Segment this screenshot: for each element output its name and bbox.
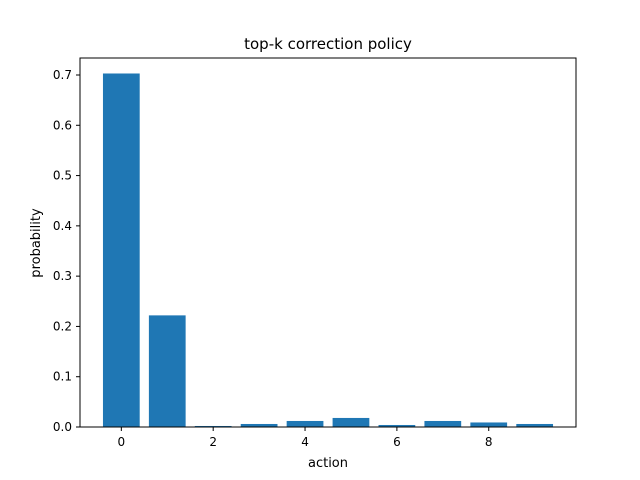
y-axis-label: probability [29, 208, 44, 278]
y-tick-label: 0.7 [53, 68, 72, 82]
x-axis-ticks: 0 2 4 6 8 [118, 427, 493, 449]
bar-action-1 [148, 315, 186, 427]
bar-action-0 [102, 73, 140, 428]
y-tick-label: 0.6 [53, 118, 72, 132]
bar-action-3 [240, 423, 278, 427]
x-tick-label: 8 [485, 435, 493, 449]
y-axis-ticks: 0.0 0.1 0.2 0.3 0.4 0.5 0.6 0.7 [53, 68, 80, 434]
chart-title: top-k correction policy [244, 35, 412, 53]
x-tick-label: 2 [209, 435, 217, 449]
axes-frame [79, 57, 577, 428]
bar-action-2 [194, 425, 232, 427]
bar-action-6 [378, 424, 416, 427]
y-tick-label: 0.1 [53, 370, 72, 384]
bar-action-9 [516, 423, 554, 427]
bars-group [102, 73, 554, 428]
y-tick-label: 0.3 [53, 269, 72, 283]
y-tick-label: 0.0 [53, 420, 72, 434]
bar-action-4 [286, 420, 324, 427]
bar-action-7 [424, 420, 462, 427]
x-tick-label: 0 [118, 435, 126, 449]
x-tick-label: 6 [393, 435, 401, 449]
x-tick-label: 4 [301, 435, 309, 449]
x-axis-label: action [308, 456, 348, 471]
bar-action-5 [332, 417, 370, 427]
y-tick-label: 0.5 [53, 169, 72, 183]
bar-action-8 [470, 422, 508, 427]
y-tick-label: 0.2 [53, 319, 72, 333]
y-tick-label: 0.4 [53, 219, 72, 233]
